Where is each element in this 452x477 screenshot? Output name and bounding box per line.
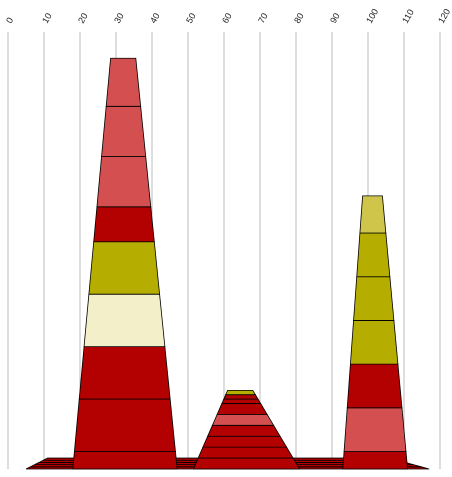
peak-1-layer-4 <box>83 293 166 348</box>
peak-2-layer-5 <box>211 413 275 426</box>
peak-1-layer-9 <box>105 57 142 107</box>
peak-1-layer-3 <box>78 346 171 400</box>
x-tick-label: 40 <box>148 11 162 25</box>
peak-2 <box>192 389 301 470</box>
x-tick-label: 90 <box>328 11 342 25</box>
x-tick-label: 110 <box>400 8 416 25</box>
peak-3-layer-2 <box>343 407 407 452</box>
peak-3-layer-4 <box>349 320 399 365</box>
peak-2-layer-9 <box>225 389 257 396</box>
x-tick-label: 30 <box>112 11 126 25</box>
peak-2-layer-8 <box>223 394 259 400</box>
peak-2-layer-6 <box>216 403 268 415</box>
x-tick-label: 50 <box>184 11 198 25</box>
peak-1-layer-5 <box>88 241 161 295</box>
x-tick-label: 20 <box>76 11 90 25</box>
peak-3-layer-7 <box>359 195 387 234</box>
peak-3-layer-5 <box>353 276 395 321</box>
peak-1-layer-1 <box>72 451 178 470</box>
peak-1-layer-2 <box>73 398 176 452</box>
x-tick-label: 0 <box>4 16 15 25</box>
x-tick-label: 60 <box>220 11 234 25</box>
pyramids <box>72 57 409 470</box>
peak-1-layer-7 <box>96 156 152 208</box>
x-tick-label: 120 <box>436 7 452 25</box>
peak-3-layer-6 <box>356 232 391 278</box>
x-tick-label: 80 <box>292 11 306 25</box>
peak-2-layer-7 <box>221 398 262 404</box>
peak-3-layer-3 <box>346 363 403 409</box>
peak-1-layer-8 <box>101 105 147 157</box>
x-tick-label: 10 <box>40 11 54 25</box>
x-tick-label: 100 <box>364 7 380 25</box>
x-tick-label: 70 <box>256 11 270 25</box>
peak-1 <box>72 57 178 470</box>
peak-2-layer-3 <box>202 435 288 448</box>
peak-3-layer-1 <box>342 451 409 470</box>
peak-1-layer-6 <box>93 206 155 243</box>
peak-2-layer-1 <box>192 457 301 470</box>
peak-2-layer-2 <box>197 446 294 459</box>
peak-3 <box>342 195 409 470</box>
peak-2-layer-4 <box>207 424 281 437</box>
x-tick-labels: 0 10 20 30 40 50 60 70 80 90 100 110 120 <box>4 7 452 25</box>
